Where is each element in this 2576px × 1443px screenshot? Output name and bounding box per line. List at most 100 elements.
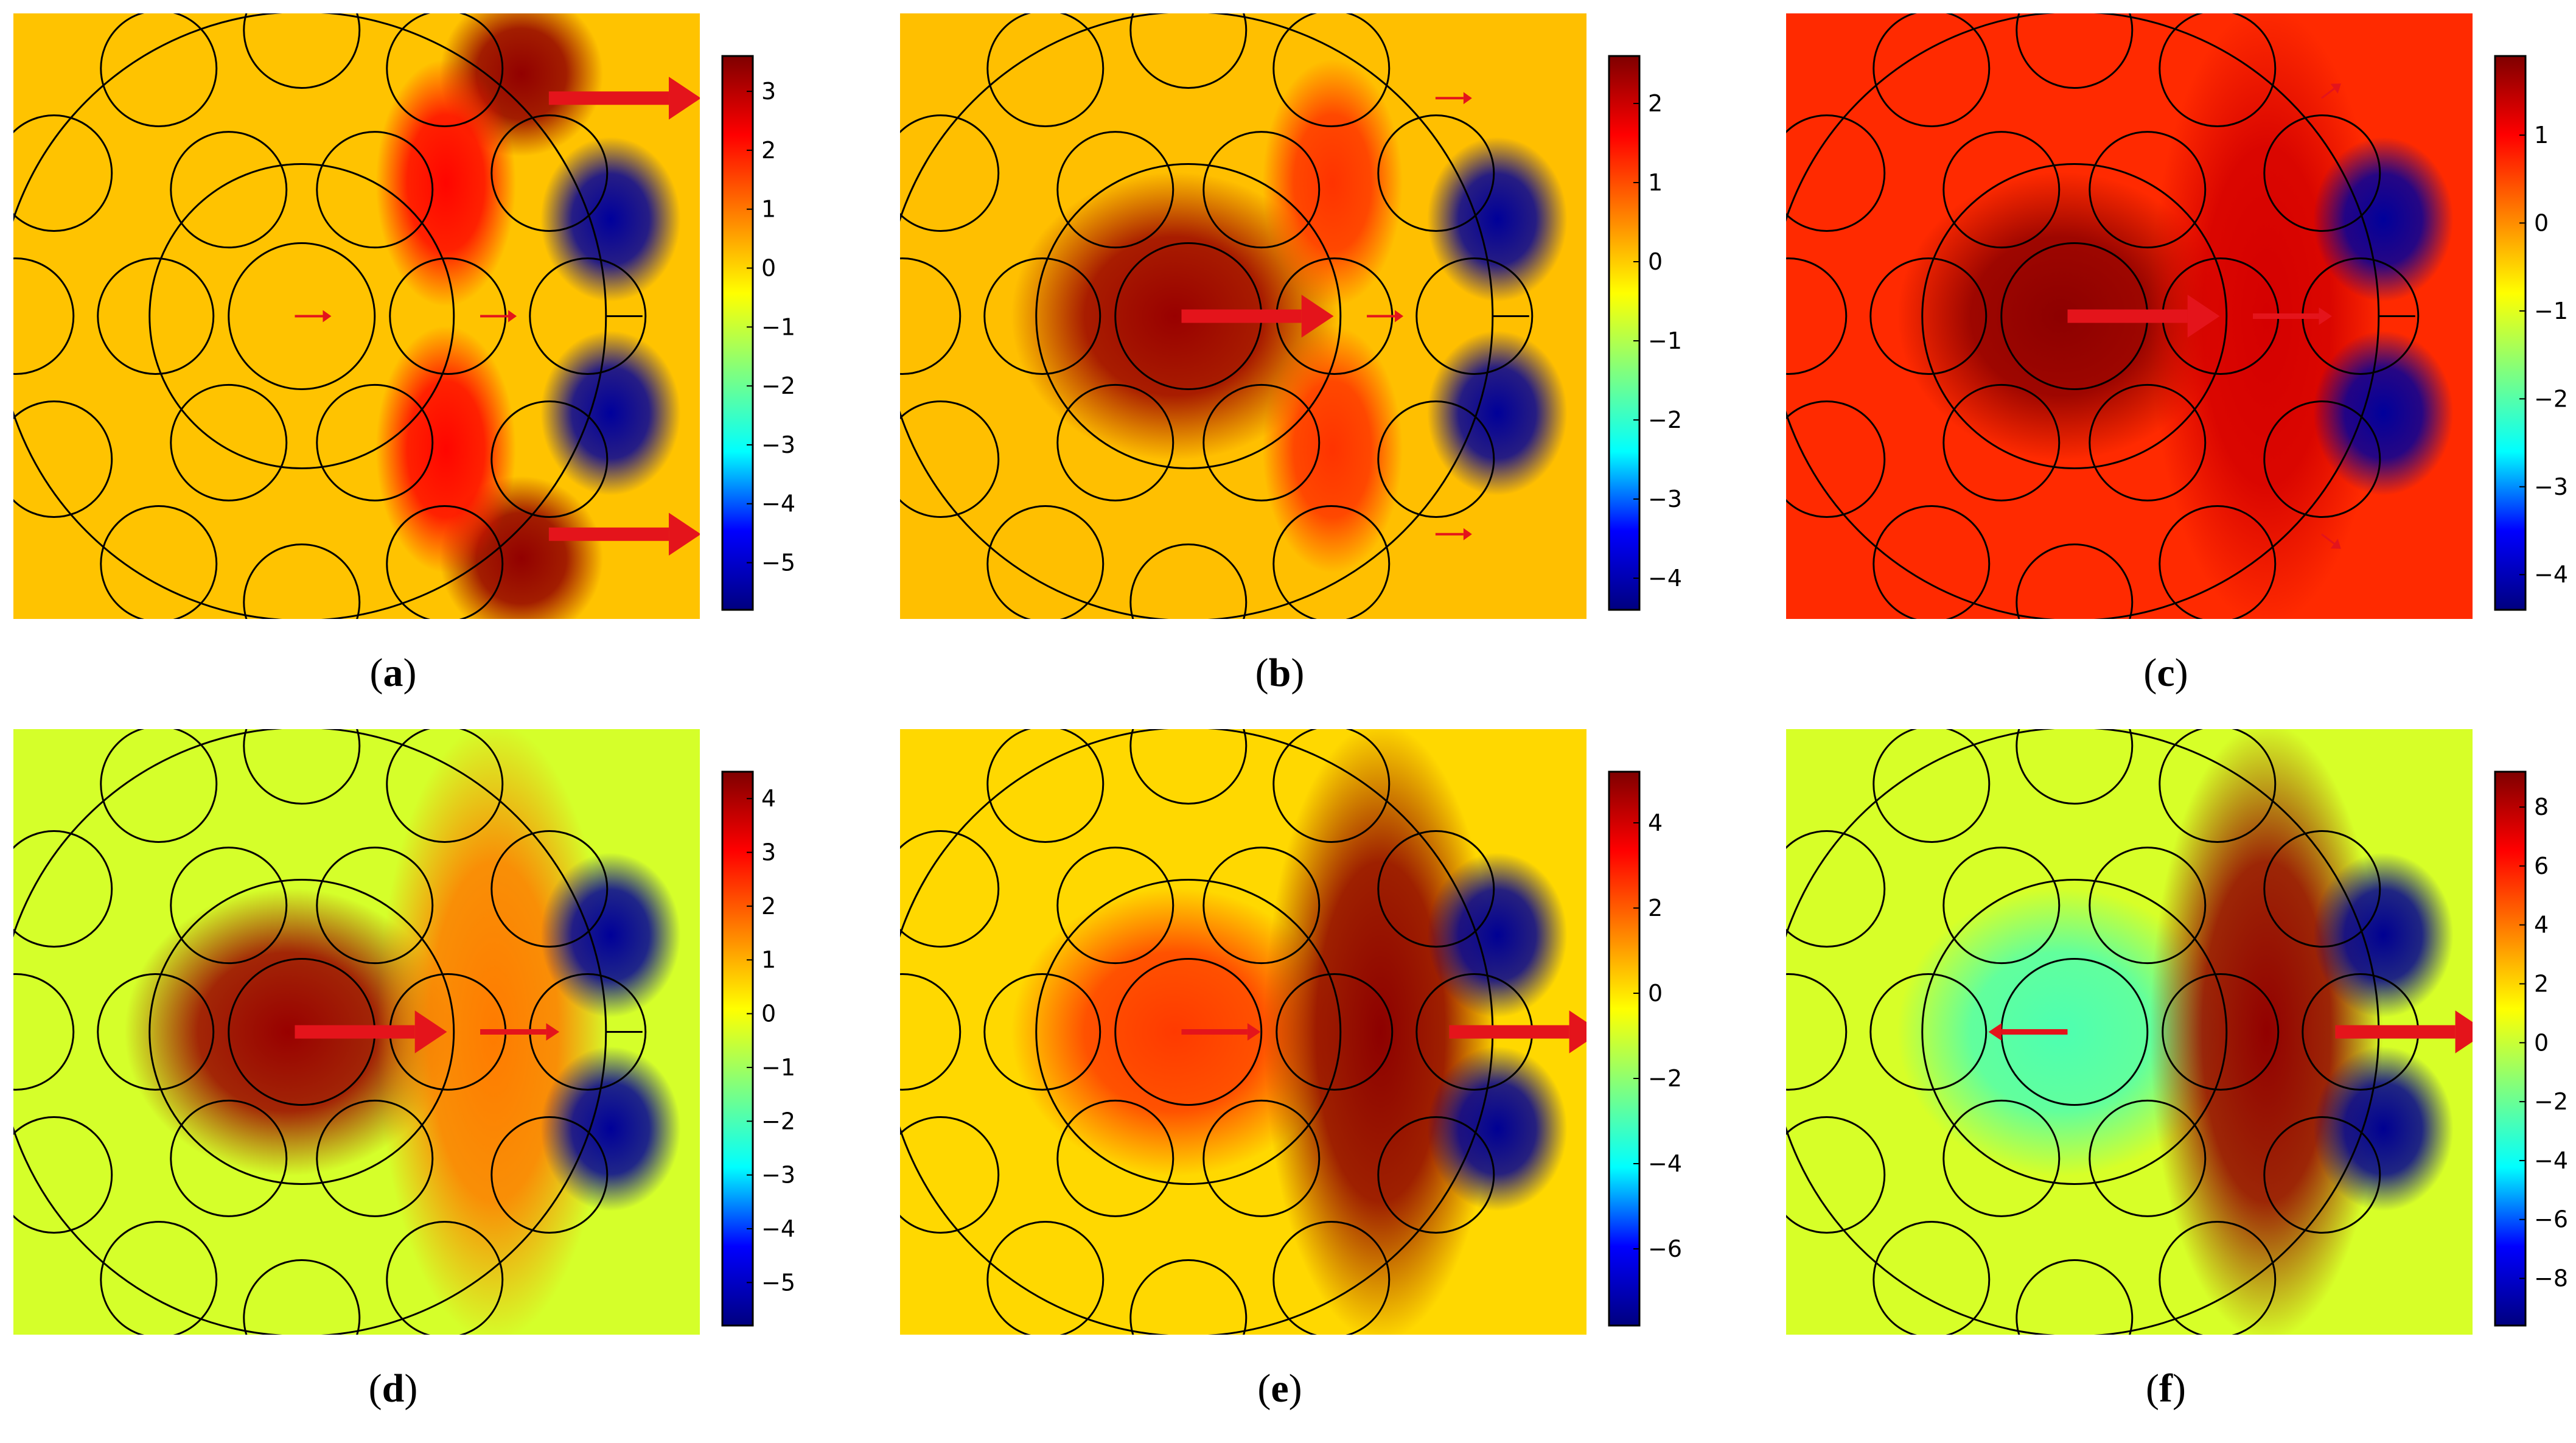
colorbar-tick-label: −4	[761, 491, 795, 517]
ring2-hole	[490, 830, 609, 948]
colorbar-tick-label: −2	[761, 372, 795, 399]
ring2-hole	[1873, 505, 1991, 619]
colorbar-tick-label: 2	[1648, 90, 1663, 117]
field-feature-negative-lobe	[2313, 136, 2454, 302]
colorbar-tick-label: 0	[761, 255, 776, 282]
ring2-hole	[1129, 543, 1248, 619]
colorbar-tick-label: −1	[761, 1054, 795, 1081]
field-feature-positive-band	[375, 59, 516, 307]
poynting-arrow	[480, 310, 517, 323]
field-feature-negative-lobe	[2313, 1046, 2454, 1212]
ring2-hole	[13, 400, 113, 518]
ring2-hole	[1873, 729, 1991, 843]
ring2-hole	[490, 400, 609, 518]
poynting-arrow	[295, 1010, 447, 1053]
ring2-hole	[986, 729, 1105, 843]
field-feature-negative-lobe	[540, 330, 681, 496]
ring1-hole	[170, 847, 288, 965]
colorbar-tick-label: 8	[2534, 794, 2549, 820]
field-feature-negative-lobe	[540, 136, 681, 302]
colorbar-tick-label: −4	[2534, 561, 2568, 588]
ring1-hole	[316, 131, 434, 249]
ring1-hole	[97, 257, 215, 375]
colorbar-tick-label: −2	[1648, 407, 1682, 433]
colorbar-gradient	[2494, 770, 2527, 1327]
poynting-arrow	[1367, 310, 1404, 323]
field-feature-positive-band	[1262, 326, 1403, 573]
panel-c: 1 0 −1 −2 −3 −4 (c)	[1786, 13, 2568, 695]
ring2-hole	[1377, 830, 1495, 948]
ring2-hole	[1415, 257, 1534, 375]
ring2-hole	[2159, 1221, 2277, 1335]
poynting-arrow	[548, 77, 700, 120]
colorbar-tick-label: 0	[1648, 248, 1663, 275]
colorbar: 3 2 1 0 −1 −2 −3 −4 −5	[721, 55, 795, 611]
colorbar-tick-label: 6	[2534, 853, 2549, 879]
field-feature-positive-core	[124, 887, 452, 1176]
ring2-hole	[13, 257, 75, 375]
field-feature-positive-band	[375, 326, 516, 573]
ring2-hole	[1786, 400, 1886, 518]
ring2-hole	[2263, 114, 2381, 232]
arrow-head	[1569, 1010, 1586, 1053]
arrow-head	[1463, 528, 1472, 540]
ring2-hole	[2159, 13, 2277, 127]
colorbar-tick-label: 0	[2534, 209, 2549, 236]
ring2-hole	[243, 13, 361, 89]
ring2-hole	[243, 1259, 361, 1335]
arrow-head	[669, 77, 700, 120]
ring2-hole	[100, 729, 218, 843]
field-feature-negative-lobe	[1427, 136, 1568, 302]
fiber-outline	[1786, 13, 2420, 619]
colorbar-tick-label: −2	[2534, 1088, 2568, 1115]
arrow-head	[2455, 1010, 2473, 1053]
colorbar-tick-label: 3	[761, 78, 776, 105]
colorbar-tick-label: −5	[761, 1269, 795, 1296]
colorbar-tick-label: −3	[761, 1162, 795, 1189]
ring2-hole	[13, 114, 113, 232]
colorbar-tick-label: 2	[2534, 971, 2549, 998]
ring2-hole	[100, 505, 218, 619]
arrow-head	[1988, 1023, 2002, 1041]
poynting-arrow	[2253, 307, 2333, 325]
field-feature-negative-lobe	[2313, 852, 2454, 1018]
ring1-hole	[2089, 131, 2207, 249]
ring2-hole	[1377, 400, 1495, 518]
colorbar: 4 2 0 −2 −4 −6	[1608, 770, 1682, 1327]
colorbar-tick-label: −1	[2534, 298, 2568, 324]
field-feature-negative-lobe	[1427, 1046, 1568, 1212]
ring2-hole	[900, 114, 1000, 232]
ring1-hole	[1869, 257, 1988, 375]
ring2-hole	[386, 729, 504, 843]
ring1-hole	[1056, 847, 1175, 965]
colorbar-tick-label: 1	[2534, 122, 2549, 148]
ring2-hole	[386, 13, 504, 127]
ring2-hole	[1786, 973, 1848, 1091]
ring1-hole	[1202, 131, 1321, 249]
colorbar-tick-label: −3	[2534, 473, 2568, 500]
ring2-hole	[2016, 13, 2134, 89]
arrow-head	[2187, 295, 2220, 338]
arrow-shaft	[2320, 88, 2335, 99]
panel-label: (d)	[369, 1366, 418, 1411]
ring2-hole	[1377, 114, 1495, 232]
colorbar-tick-label: 1	[761, 946, 776, 973]
ring2-hole	[490, 1116, 609, 1234]
fiber-outline	[13, 13, 647, 619]
ring1-hole	[316, 847, 434, 965]
ring1-hole	[1202, 847, 1321, 965]
panel-d: 4 3 2 1 0 −1 −2 −3 −4 −5 (d)	[13, 729, 795, 1411]
ring2-hole	[1272, 1221, 1391, 1335]
field-map	[1786, 13, 2473, 619]
ring2-hole	[986, 1221, 1105, 1335]
arrow-head	[1301, 295, 1334, 338]
poynting-arrow	[295, 310, 332, 323]
arrow-head	[2330, 83, 2341, 94]
ring2-hole	[1272, 13, 1391, 127]
colorbar-tick-label: −4	[1648, 565, 1682, 592]
ring2-hole	[1129, 729, 1248, 805]
ring2-hole	[900, 830, 1000, 948]
panels: 3 2 1 0 −1 −2 −3 −4 −5 (a) 2 1 0 −1 −2 −3 −4 (b) 1 0 −1 −2 −3 −…	[13, 13, 2568, 1411]
ring1-hole	[2162, 973, 2280, 1091]
arrow-head	[1463, 92, 1472, 105]
